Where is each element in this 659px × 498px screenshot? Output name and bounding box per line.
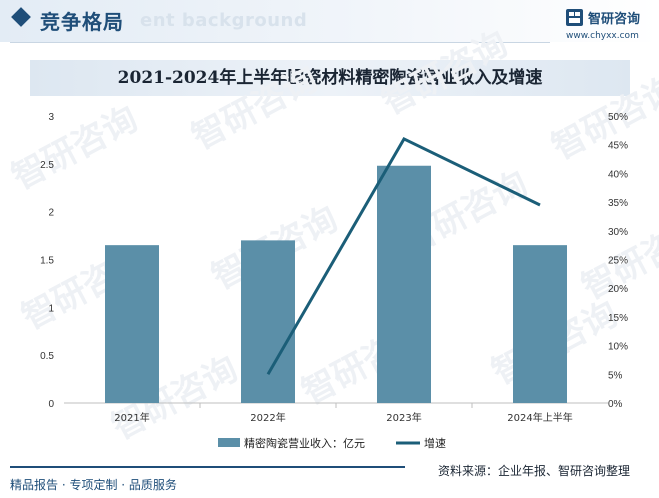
y-right-tick-label: 25% — [608, 256, 628, 267]
chart-title: 2021-2024年上半年国瓷材料精密陶瓷营业收入及增速 — [117, 68, 543, 88]
header-band — [0, 0, 659, 42]
legend-line-label: 增速 — [424, 436, 446, 450]
y-right-tick-label: 10% — [608, 342, 628, 353]
y-right-tick-label: 50% — [608, 112, 628, 123]
brand-name: 智研咨询 — [588, 12, 641, 27]
header-ghost-text: ent background — [140, 10, 308, 31]
revenue-bar — [377, 165, 431, 403]
x-category-label: 2023年 — [386, 411, 421, 424]
y-right-tick-label: 5% — [608, 370, 623, 381]
y-right-tick-label: 20% — [608, 284, 628, 295]
x-category-label: 2021年 — [114, 411, 149, 424]
y-left-tick-label: 0 — [48, 399, 54, 410]
watermark-text: 智研咨询 — [375, 24, 514, 123]
revenue-bar — [105, 245, 159, 403]
y-right-tick-label: 15% — [608, 313, 628, 324]
footer-slogan: 精品报告 · 专项定制 · 品质服务 — [10, 478, 177, 492]
y-right-tick-label: 0% — [608, 399, 623, 410]
brand-logo-icon — [566, 9, 583, 26]
y-left-tick-label: 2 — [48, 208, 54, 219]
watermark-text: 智研咨询 — [5, 99, 144, 198]
growth-line — [266, 137, 541, 376]
revenue-bar — [513, 245, 567, 403]
title-band — [30, 60, 630, 96]
watermark-text: 智研咨询 — [185, 59, 324, 158]
brand-url: www.chyxx.com — [566, 31, 639, 41]
header-divider — [10, 42, 550, 43]
y-left-tick-label: 0.5 — [40, 351, 54, 362]
y-right-tick-label: 45% — [608, 141, 628, 152]
watermark-text: 智研咨询 — [545, 69, 659, 168]
legend-bar-label: 精密陶瓷营业收入：亿元 — [244, 436, 365, 450]
y-right-tick-label: 30% — [608, 227, 628, 238]
y-right-tick-label: 40% — [608, 169, 628, 180]
revenue-bar — [241, 240, 295, 403]
y-right-tick-label: 35% — [608, 198, 628, 209]
y-left-tick-label: 1.5 — [40, 256, 54, 267]
y-left-tick-label: 1 — [48, 303, 54, 314]
y-left-tick-label: 3 — [48, 112, 54, 123]
footer-divider — [10, 466, 405, 468]
y-left-tick-label: 2.5 — [40, 160, 54, 171]
legend-bar-swatch — [218, 438, 240, 447]
source-note: 资料来源：企业年报、智研咨询整理 — [438, 464, 631, 478]
x-category-label: 2022年 — [250, 411, 285, 424]
x-category-label: 2024年上半年 — [507, 411, 572, 424]
section-title: 竞争格局 — [40, 10, 124, 34]
